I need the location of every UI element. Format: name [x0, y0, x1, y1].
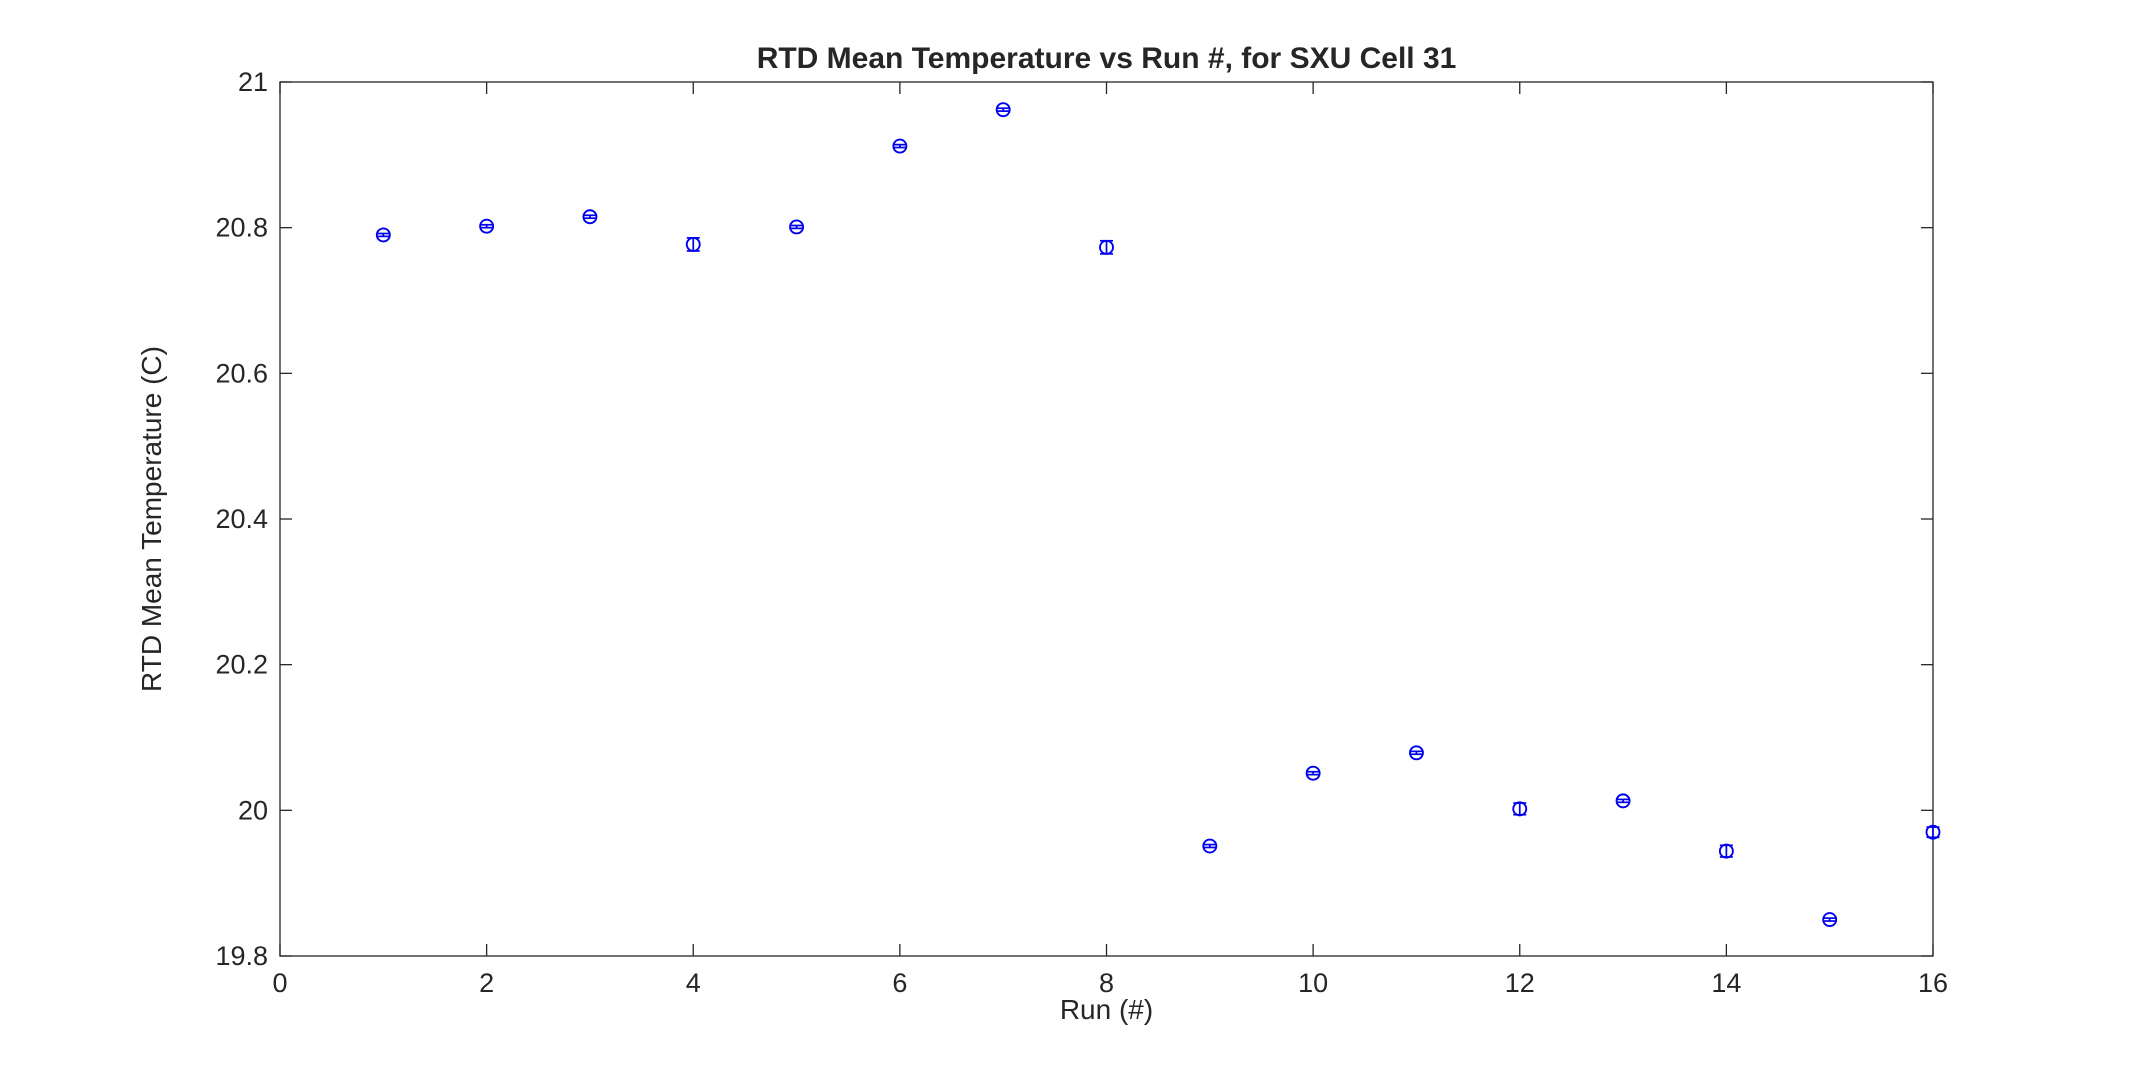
scatter-marker [479, 218, 495, 234]
data-point [892, 138, 908, 154]
scatter-marker [1099, 239, 1114, 255]
y-tick-label: 20.6 [215, 358, 268, 388]
data-point [685, 236, 701, 252]
y-tick-label: 20 [238, 795, 268, 825]
x-tick-label: 0 [272, 968, 287, 998]
scatter-marker [1718, 843, 1734, 859]
y-tick-label: 21 [238, 67, 268, 97]
scatter-marker [995, 102, 1011, 118]
x-tick-label: 12 [1505, 968, 1535, 998]
data-point [1925, 824, 1941, 840]
scatter-marker [375, 227, 391, 243]
scatter-marker [582, 209, 598, 225]
scatter-marker [685, 236, 701, 252]
scatter-marker [789, 219, 805, 235]
data-point [789, 219, 805, 235]
data-point [1718, 843, 1734, 859]
x-tick-label: 16 [1918, 968, 1948, 998]
y-tick-label: 20.8 [215, 213, 268, 243]
y-tick-label: 19.8 [215, 941, 268, 971]
scatter-marker [1305, 765, 1321, 781]
y-axis-label: RTD Mean Temperature (C) [136, 346, 167, 692]
y-tick-label: 20.2 [215, 650, 268, 680]
data-point [375, 227, 391, 243]
data-point [1512, 801, 1528, 817]
data-point [1822, 912, 1838, 928]
x-tick-label: 14 [1711, 968, 1741, 998]
scatter-marker [1202, 838, 1218, 854]
data-point [1408, 745, 1424, 761]
x-axis-label: Run (#) [1059, 994, 1154, 1025]
data-point [1099, 239, 1114, 255]
scatter-marker [1822, 912, 1838, 928]
scatter-marker [1925, 824, 1941, 840]
x-tick-label: 8 [1099, 968, 1114, 998]
plot-box [279, 81, 1934, 957]
scatter-marker [892, 138, 908, 154]
x-tick-label: 4 [686, 968, 701, 998]
data-point [479, 218, 495, 234]
y-tick-label: 20.4 [215, 504, 268, 534]
data-point [1305, 765, 1321, 781]
x-tick-label: 10 [1298, 968, 1328, 998]
data-point [1615, 793, 1631, 809]
data-point [995, 102, 1011, 118]
scatter-marker [1408, 745, 1424, 761]
scatter-marker [1512, 801, 1528, 817]
data-point [582, 209, 598, 225]
x-tick-label: 2 [479, 968, 494, 998]
x-tick-label: 6 [892, 968, 907, 998]
scatter-marker [1615, 793, 1631, 809]
plot-title: RTD Mean Temperature vs Run #, for SXU C… [756, 42, 1457, 75]
data-point [1202, 838, 1218, 854]
